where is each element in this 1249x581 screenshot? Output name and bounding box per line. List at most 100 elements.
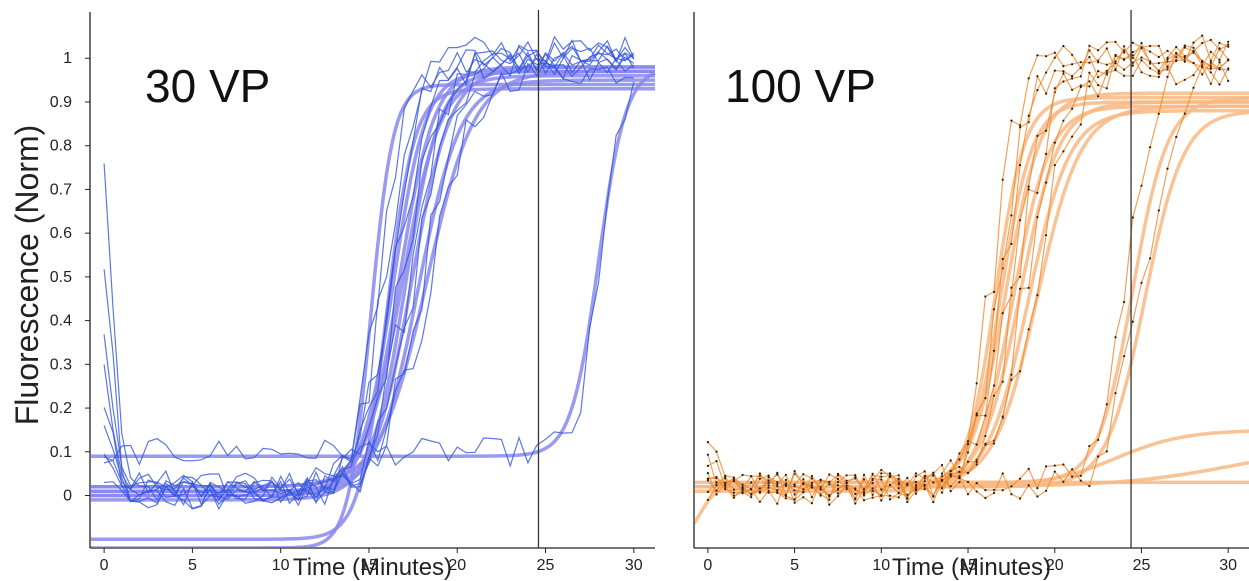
- data-point: [1010, 378, 1013, 381]
- data-point: [1140, 71, 1143, 74]
- data-point: [1192, 46, 1195, 49]
- data-point: [975, 482, 978, 485]
- x-tick-label: 25: [537, 557, 555, 574]
- data-point: [1192, 86, 1195, 89]
- data-point: [1157, 62, 1160, 65]
- data-point: [854, 502, 857, 505]
- y-tick-label: 0.8: [50, 138, 72, 155]
- data-point: [871, 482, 874, 485]
- data-point: [1157, 209, 1160, 212]
- data-point: [750, 493, 753, 496]
- data-point: [819, 494, 822, 497]
- x-tick-label: 30: [625, 557, 643, 574]
- data-point: [862, 499, 866, 502]
- data-point: [949, 490, 952, 493]
- data-point: [862, 490, 866, 494]
- data-point: [1079, 123, 1082, 126]
- data-point: [1088, 71, 1091, 74]
- data-point: [1192, 74, 1195, 77]
- data-point: [923, 470, 926, 473]
- data-point: [1027, 484, 1030, 487]
- data-point: [1166, 65, 1169, 68]
- data-point: [975, 382, 978, 385]
- data-point: [741, 492, 744, 495]
- data-point: [1123, 58, 1126, 61]
- data-point: [923, 488, 926, 491]
- data-point: [776, 473, 779, 476]
- x-tick-label: 30: [1219, 557, 1237, 574]
- data-point: [880, 478, 883, 481]
- data-point: [1183, 112, 1186, 115]
- data-point: [1140, 59, 1143, 62]
- data-point: [1157, 69, 1160, 72]
- data-point: [758, 477, 762, 480]
- x-tick-label: 25: [1133, 557, 1151, 574]
- data-point: [1036, 54, 1039, 57]
- data-point: [1131, 320, 1134, 323]
- data-point: [1062, 72, 1065, 75]
- data-point: [741, 473, 744, 477]
- fit-curve: [695, 95, 1249, 489]
- data-point: [1019, 124, 1022, 127]
- data-point: [1201, 59, 1204, 62]
- data-point: [1001, 489, 1004, 492]
- data-point: [958, 458, 961, 461]
- data-point: [767, 481, 770, 484]
- data-point: [1209, 50, 1212, 54]
- data-point: [1183, 55, 1186, 58]
- data-point: [1053, 56, 1056, 59]
- data-point: [1036, 191, 1039, 194]
- data-point: [1088, 55, 1091, 59]
- data-point: [984, 496, 987, 500]
- data-point: [871, 472, 874, 475]
- data-point: [732, 488, 736, 491]
- data-point: [897, 483, 900, 486]
- data-point: [1131, 51, 1134, 54]
- fit-curve: [91, 87, 655, 542]
- data-point: [1001, 472, 1004, 475]
- data-point: [845, 474, 848, 477]
- data-point: [1105, 72, 1108, 75]
- y-tick-label: 0.6: [50, 225, 72, 242]
- data-point: [1131, 64, 1134, 67]
- data-point: [914, 488, 918, 491]
- data-point: [1053, 69, 1056, 72]
- data-point: [854, 474, 857, 477]
- data-point: [1045, 92, 1048, 95]
- panel-30vp: 0 5 10 15 20 25 30 0 0.1 0.2 0.3 0.4 0.5 0.6 0.7 0.8 0.9…: [50, 10, 656, 581]
- data-point: [1201, 41, 1204, 45]
- data-point: [984, 397, 987, 400]
- x-tick-label: 0: [703, 557, 712, 574]
- data-point: [1027, 286, 1030, 289]
- data-point: [836, 488, 840, 491]
- data-point: [1157, 75, 1160, 79]
- data-point: [715, 460, 718, 463]
- data-point: [741, 488, 744, 491]
- data-point: [732, 480, 736, 483]
- data-point: [819, 488, 822, 491]
- data-point: [1192, 41, 1195, 44]
- data-point: [810, 486, 814, 489]
- panel-title: 100 VP: [725, 60, 876, 112]
- data-point: [1175, 46, 1178, 49]
- data-point: [966, 493, 970, 496]
- data-point: [862, 492, 866, 495]
- data-point: [793, 498, 796, 501]
- data-point: [1227, 45, 1230, 48]
- data-point: [758, 500, 762, 503]
- data-point: [992, 349, 996, 352]
- data-point: [932, 474, 935, 477]
- data-point: [1131, 61, 1134, 64]
- data-point: [1097, 95, 1100, 98]
- data-point: [1088, 61, 1091, 64]
- raw-trace: [103, 44, 635, 504]
- x-tick-label: 20: [448, 557, 466, 574]
- data-point: [836, 492, 840, 495]
- y-tick-label: 0: [63, 488, 72, 505]
- data-point: [1062, 480, 1065, 483]
- data-point: [1045, 234, 1048, 237]
- data-point: [1053, 164, 1056, 167]
- data-point: [940, 491, 944, 494]
- data-point: [1192, 61, 1195, 65]
